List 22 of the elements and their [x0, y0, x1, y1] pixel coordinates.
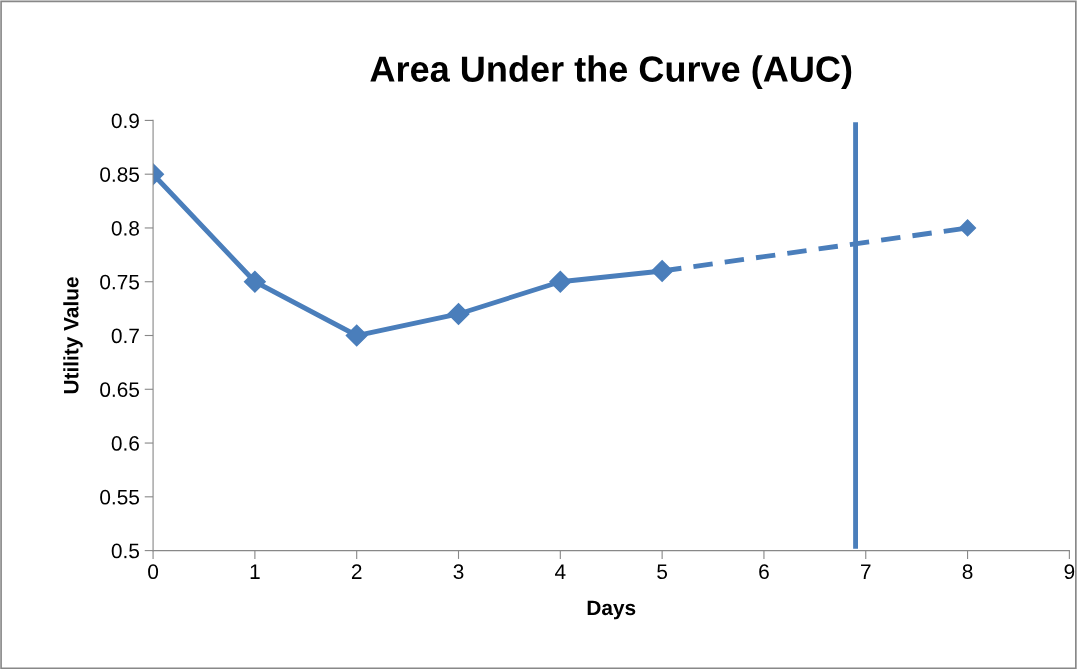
y-tick-label: 0.55 [100, 489, 140, 505]
x-tick-label: 9 [1064, 564, 1075, 580]
x-tick-label: 1 [250, 564, 260, 579]
y-tick-label: 0.5 [111, 543, 140, 559]
x-tick-label: 4 [555, 564, 566, 579]
x-axis-title: Days [587, 600, 636, 620]
x-tick-label: 3 [453, 564, 464, 580]
chart-title: Area Under the Curve (AUC) [370, 55, 852, 90]
x-tick-label: 7 [861, 564, 871, 579]
x-tick-label: 6 [759, 564, 769, 580]
y-tick-label: 0.6 [111, 436, 139, 451]
y-tick-label: 0.85 [100, 167, 140, 182]
y-tick-label: 0.75 [100, 274, 140, 290]
x-tick-label: 2 [351, 564, 362, 579]
y-tick-label: 0.65 [100, 382, 140, 398]
y-axis-title: Utility Value [63, 277, 83, 394]
y-tick-label: 0.9 [111, 113, 139, 129]
y-tick-label: 0.7 [111, 328, 139, 344]
x-tick-label: 8 [962, 564, 973, 580]
y-tick-label: 0.8 [111, 220, 139, 236]
x-tick-label: 0 [148, 564, 159, 580]
x-tick-label: 5 [657, 564, 668, 580]
